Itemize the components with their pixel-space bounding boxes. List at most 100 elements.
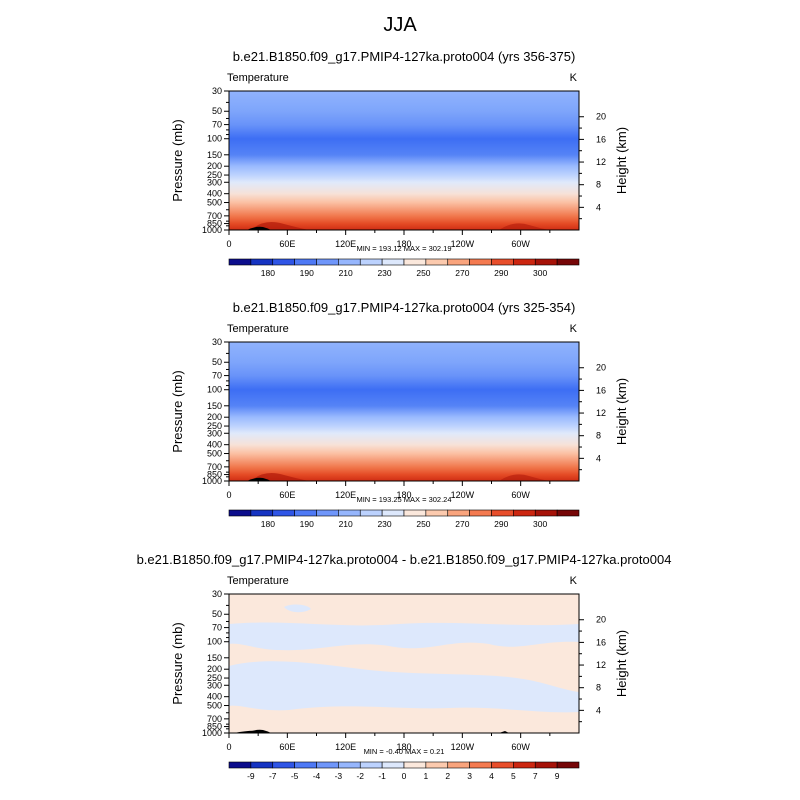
negative-difference-region bbox=[284, 604, 311, 613]
y-tick-label: 400 bbox=[207, 189, 222, 199]
colorbar-swatch bbox=[469, 509, 492, 517]
y-right-tick-label: 12 bbox=[596, 408, 606, 418]
x-tick-label: 120W bbox=[451, 239, 475, 249]
chart-title: b.e21.B1850.f09_g17.PMIP4-127ka.proto004… bbox=[233, 300, 576, 315]
y-tick-label: 150 bbox=[207, 401, 222, 411]
colorbar-swatch bbox=[425, 258, 449, 266]
terrain-mask bbox=[247, 729, 271, 733]
y-tick-label: 50 bbox=[212, 357, 222, 367]
x-tick-label: 180 bbox=[396, 742, 411, 752]
colorbar-swatch bbox=[250, 509, 274, 517]
colorbar-swatch bbox=[403, 509, 427, 517]
y-tick-label: 70 bbox=[212, 623, 222, 633]
y-right-tick-label: 8 bbox=[596, 683, 601, 693]
colorbar-swatch bbox=[469, 258, 492, 266]
colorbar-swatch bbox=[250, 761, 274, 769]
colorbar-label: -2 bbox=[356, 771, 364, 781]
y-right-tick-label: 20 bbox=[596, 615, 606, 625]
colorbar-swatch bbox=[556, 761, 580, 769]
colorbar-swatch bbox=[447, 509, 470, 517]
colorbar-label: -5 bbox=[291, 771, 299, 781]
colorbar-swatch bbox=[491, 509, 514, 517]
colorbar-label: 0 bbox=[402, 771, 407, 781]
x-tick-label: 120E bbox=[335, 239, 356, 249]
x-tick-label: 60E bbox=[279, 239, 295, 249]
colorbar-swatch bbox=[272, 761, 295, 769]
y-tick-label: 300 bbox=[207, 177, 222, 187]
colorbar-label: -4 bbox=[313, 771, 321, 781]
colorbar-swatch bbox=[425, 761, 449, 769]
x-tick-label: 0 bbox=[226, 239, 231, 249]
y-tick-label: 30 bbox=[212, 337, 222, 347]
x-tick-label: 60E bbox=[279, 490, 295, 500]
colorbar-label: -1 bbox=[378, 771, 386, 781]
colorbar-swatch bbox=[381, 761, 405, 769]
colorbar-swatch bbox=[513, 258, 536, 266]
colorbar-swatch bbox=[359, 509, 383, 517]
x-tick-label: 60E bbox=[279, 742, 295, 752]
colorbar-swatch bbox=[403, 258, 427, 266]
colorbar-label: 7 bbox=[533, 771, 538, 781]
y-tick-label: 850 bbox=[207, 470, 222, 480]
colorbar-label: 4 bbox=[489, 771, 494, 781]
y-right-tick-label: 16 bbox=[596, 637, 606, 647]
colorbar-swatch bbox=[316, 509, 339, 517]
y-tick-label: 1000 bbox=[202, 728, 222, 738]
colorbar-label: -3 bbox=[335, 771, 343, 781]
colorbar-swatch bbox=[513, 509, 536, 517]
variable-label: Temperature bbox=[227, 72, 289, 84]
colorbar-label: 190 bbox=[300, 268, 314, 278]
y-right-tick-label: 8 bbox=[596, 431, 601, 441]
temperature-field bbox=[229, 91, 579, 230]
negative-difference-region bbox=[229, 661, 579, 713]
colorbar-swatch bbox=[272, 509, 295, 517]
colorbar-swatch bbox=[228, 258, 252, 266]
colorbar-label: 290 bbox=[494, 519, 508, 529]
colorbar-swatch bbox=[228, 509, 252, 517]
colorbar-swatch bbox=[272, 258, 295, 266]
colorbar-swatch bbox=[338, 258, 361, 266]
terrain-mask bbox=[247, 226, 271, 230]
y-tick-label: 1000 bbox=[202, 476, 222, 486]
y-tick-label: 500 bbox=[207, 449, 222, 459]
colorbar-swatch bbox=[316, 258, 339, 266]
y-tick-label: 700 bbox=[207, 714, 222, 724]
x-tick-label: 0 bbox=[226, 490, 231, 500]
y-right-tick-label: 4 bbox=[596, 453, 601, 463]
colorbar-label: -7 bbox=[269, 771, 277, 781]
units-label: K bbox=[570, 575, 578, 587]
x-tick-label: 120W bbox=[451, 490, 475, 500]
colorbar-swatch bbox=[403, 761, 427, 769]
colorbar-label: 300 bbox=[533, 519, 547, 529]
x-tick-label: 120E bbox=[335, 490, 356, 500]
y-tick-label: 300 bbox=[207, 428, 222, 438]
colorbar-label: 9 bbox=[555, 771, 560, 781]
y-tick-label: 700 bbox=[207, 211, 222, 221]
colorbar-label: 300 bbox=[533, 268, 547, 278]
y-tick-label: 300 bbox=[207, 680, 222, 690]
chart-title: b.e21.B1850.f09_g17.PMIP4-127ka.proto004… bbox=[137, 552, 672, 567]
min-max-stats: MIN = -0.40 MAX = 0.21 bbox=[364, 747, 445, 756]
y-tick-label: 1000 bbox=[202, 225, 222, 235]
y-right-tick-label: 12 bbox=[596, 157, 606, 167]
y-tick-label: 50 bbox=[212, 106, 222, 116]
colorbar-swatch bbox=[294, 761, 317, 769]
y-tick-label: 150 bbox=[207, 150, 222, 160]
colorbar-swatch bbox=[316, 761, 339, 769]
colorbar-swatch bbox=[491, 258, 514, 266]
colorbar-label: 290 bbox=[494, 268, 508, 278]
colorbar-label: 230 bbox=[377, 519, 391, 529]
variable-label: Temperature bbox=[227, 323, 289, 335]
y-tick-label: 500 bbox=[207, 198, 222, 208]
chart-title: b.e21.B1850.f09_g17.PMIP4-127ka.proto004… bbox=[233, 49, 576, 64]
y-tick-label: 850 bbox=[207, 722, 222, 732]
colorbar-swatch bbox=[556, 258, 580, 266]
y-right-tick-label: 4 bbox=[596, 705, 601, 715]
colorbar-label: 250 bbox=[416, 519, 430, 529]
x-tick-label: 180 bbox=[396, 490, 411, 500]
colorbar-label: 5 bbox=[511, 771, 516, 781]
y-axis-label: Pressure (mb) bbox=[170, 370, 185, 452]
colorbar-swatch bbox=[338, 509, 361, 517]
x-tick-label: 120E bbox=[335, 742, 356, 752]
y-tick-label: 700 bbox=[207, 462, 222, 472]
